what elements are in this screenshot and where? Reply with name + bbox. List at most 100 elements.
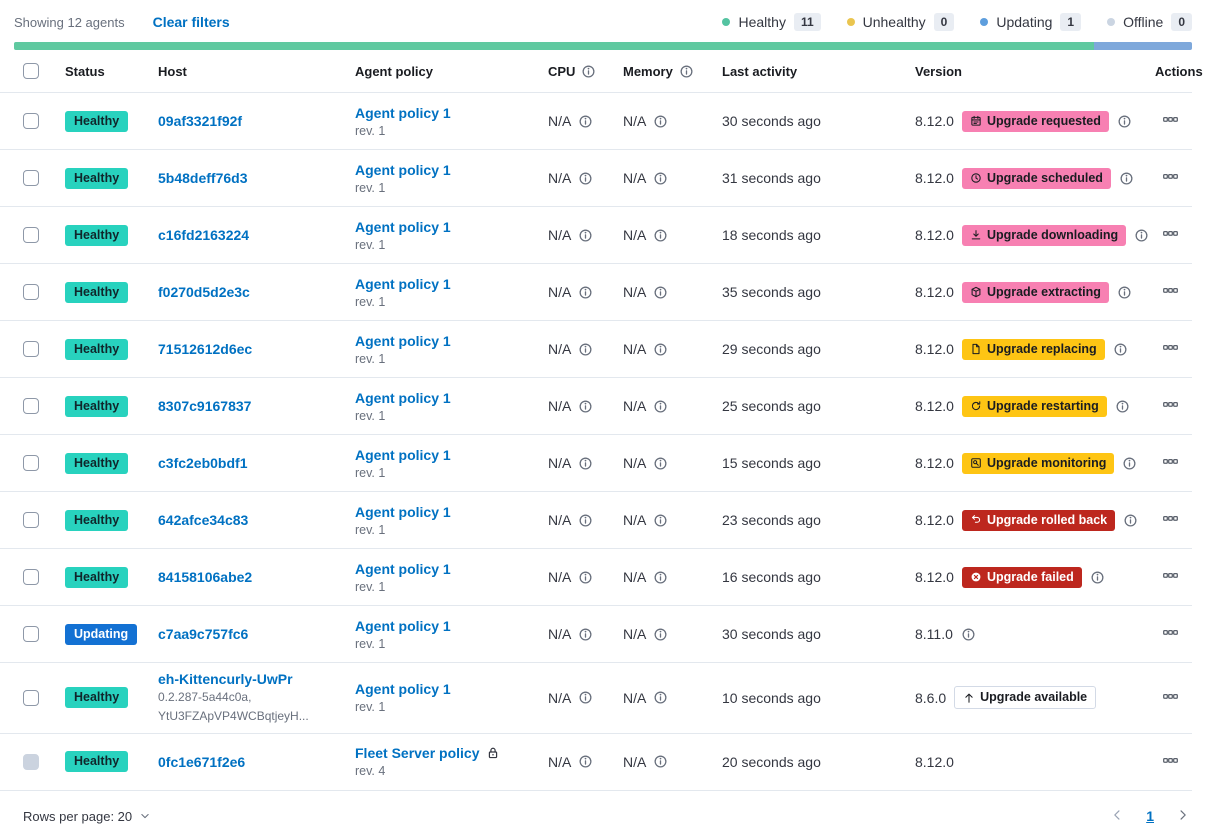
select-all-checkbox[interactable] xyxy=(23,63,39,79)
row-actions-button[interactable] xyxy=(1158,164,1183,192)
agent-policy-link[interactable]: Agent policy 1 xyxy=(355,446,451,463)
upgrade-status-badge[interactable]: Upgrade monitoring xyxy=(961,452,1115,474)
legend-item-healthy[interactable]: Healthy 11 xyxy=(722,13,821,31)
agent-policy-link[interactable]: Agent policy 1 xyxy=(355,275,451,292)
info-icon[interactable] xyxy=(653,114,668,129)
next-page-button[interactable] xyxy=(1174,806,1192,827)
row-actions-button[interactable] xyxy=(1158,620,1183,648)
info-icon[interactable] xyxy=(578,114,593,129)
info-icon[interactable] xyxy=(653,570,668,585)
info-icon[interactable] xyxy=(961,627,976,642)
info-icon[interactable] xyxy=(653,285,668,300)
row-checkbox[interactable] xyxy=(23,569,39,585)
info-icon[interactable] xyxy=(1115,399,1130,414)
agent-policy-link[interactable]: Agent policy 1 xyxy=(355,161,451,178)
row-checkbox[interactable] xyxy=(23,626,39,642)
host-link[interactable]: 8307c9167837 xyxy=(158,398,252,414)
info-icon[interactable] xyxy=(581,64,596,79)
column-header-version[interactable]: Version xyxy=(915,63,962,79)
info-icon[interactable] xyxy=(653,513,668,528)
row-checkbox[interactable] xyxy=(23,455,39,471)
row-checkbox[interactable] xyxy=(23,284,39,300)
row-actions-button[interactable] xyxy=(1158,684,1183,712)
upgrade-status-badge[interactable]: Upgrade rolled back xyxy=(961,509,1116,531)
upgrade-status-badge[interactable]: Upgrade failed xyxy=(961,566,1082,588)
upgrade-status-badge[interactable]: Upgrade downloading xyxy=(961,224,1127,246)
column-header-host[interactable]: Host xyxy=(158,63,187,79)
row-checkbox[interactable] xyxy=(23,689,39,706)
upgrade-status-badge[interactable]: Upgrade available xyxy=(954,686,1097,710)
page-number-1[interactable]: 1 xyxy=(1146,808,1154,825)
info-icon[interactable] xyxy=(1113,342,1128,357)
info-icon[interactable] xyxy=(653,342,668,357)
host-link[interactable]: c7aa9c757fc6 xyxy=(158,626,249,642)
info-icon[interactable] xyxy=(653,754,668,769)
agent-policy-link[interactable]: Agent policy 1 xyxy=(355,104,451,121)
agent-policy-link[interactable]: Agent policy 1 xyxy=(355,389,451,406)
info-icon[interactable] xyxy=(578,570,593,585)
info-icon[interactable] xyxy=(578,627,593,642)
host-link[interactable]: 5b48deff76d3 xyxy=(158,170,248,186)
row-checkbox[interactable] xyxy=(23,512,39,528)
host-link[interactable]: 71512612d6ec xyxy=(158,341,253,357)
agent-policy-link[interactable]: Agent policy 1 xyxy=(355,218,451,235)
info-icon[interactable] xyxy=(653,456,668,471)
column-header-last-activity[interactable]: Last activity xyxy=(722,63,798,79)
info-icon[interactable] xyxy=(1090,570,1105,585)
info-icon[interactable] xyxy=(679,64,694,79)
row-actions-button[interactable] xyxy=(1158,449,1183,477)
info-icon[interactable] xyxy=(653,228,668,243)
host-link[interactable]: c16fd2163224 xyxy=(158,227,250,243)
row-checkbox[interactable] xyxy=(23,227,39,243)
upgrade-status-badge[interactable]: Upgrade restarting xyxy=(961,395,1107,417)
info-icon[interactable] xyxy=(578,228,593,243)
row-actions-button[interactable] xyxy=(1158,392,1183,420)
row-checkbox[interactable] xyxy=(23,341,39,357)
row-actions-button[interactable] xyxy=(1158,563,1183,591)
info-icon[interactable] xyxy=(1122,456,1137,471)
agent-policy-link[interactable]: Agent policy 1 xyxy=(355,503,451,520)
host-link[interactable]: 642afce34c83 xyxy=(158,512,249,528)
row-actions-button[interactable] xyxy=(1158,221,1183,249)
info-icon[interactable] xyxy=(578,342,593,357)
info-icon[interactable] xyxy=(578,456,593,471)
info-icon[interactable] xyxy=(1123,513,1138,528)
host-link[interactable]: eh-Kittencurly-UwPr xyxy=(158,671,293,687)
column-header-cpu[interactable]: CPU xyxy=(548,64,623,79)
legend-item-offline[interactable]: Offline 0 xyxy=(1107,13,1192,31)
info-icon[interactable] xyxy=(653,171,668,186)
legend-item-unhealthy[interactable]: Unhealthy 0 xyxy=(846,13,955,31)
previous-page-button[interactable] xyxy=(1108,806,1126,827)
row-actions-button[interactable] xyxy=(1158,748,1183,776)
row-actions-button[interactable] xyxy=(1158,107,1183,135)
info-icon[interactable] xyxy=(1119,171,1134,186)
info-icon[interactable] xyxy=(1117,285,1132,300)
row-actions-button[interactable] xyxy=(1158,335,1183,363)
row-checkbox[interactable] xyxy=(23,113,39,129)
upgrade-status-badge[interactable]: Upgrade requested xyxy=(961,110,1109,132)
info-icon[interactable] xyxy=(578,690,593,705)
agent-policy-link[interactable]: Agent policy 1 xyxy=(355,617,451,634)
host-link[interactable]: 0fc1e671f2e6 xyxy=(158,753,246,770)
agent-policy-link[interactable]: Agent policy 1 xyxy=(355,332,451,349)
column-header-memory[interactable]: Memory xyxy=(623,64,722,79)
host-link[interactable]: f0270d5d2e3c xyxy=(158,284,250,300)
info-icon[interactable] xyxy=(578,399,593,414)
row-checkbox[interactable] xyxy=(23,170,39,186)
upgrade-status-badge[interactable]: Upgrade extracting xyxy=(961,281,1109,303)
agent-policy-link[interactable]: Fleet Server policy xyxy=(355,745,480,762)
row-actions-button[interactable] xyxy=(1158,506,1183,534)
host-link[interactable]: 09af3321f92f xyxy=(158,113,243,129)
info-icon[interactable] xyxy=(578,754,593,769)
agent-policy-link[interactable]: Agent policy 1 xyxy=(355,681,451,698)
info-icon[interactable] xyxy=(653,627,668,642)
clear-filters-button[interactable]: Clear filters xyxy=(152,14,230,30)
info-icon[interactable] xyxy=(578,513,593,528)
info-icon[interactable] xyxy=(1134,228,1149,243)
row-checkbox[interactable] xyxy=(23,398,39,414)
upgrade-status-badge[interactable]: Upgrade scheduled xyxy=(961,167,1111,189)
info-icon[interactable] xyxy=(653,690,668,705)
host-link[interactable]: c3fc2eb0bdf1 xyxy=(158,455,248,471)
agent-policy-link[interactable]: Agent policy 1 xyxy=(355,560,451,577)
info-icon[interactable] xyxy=(578,285,593,300)
